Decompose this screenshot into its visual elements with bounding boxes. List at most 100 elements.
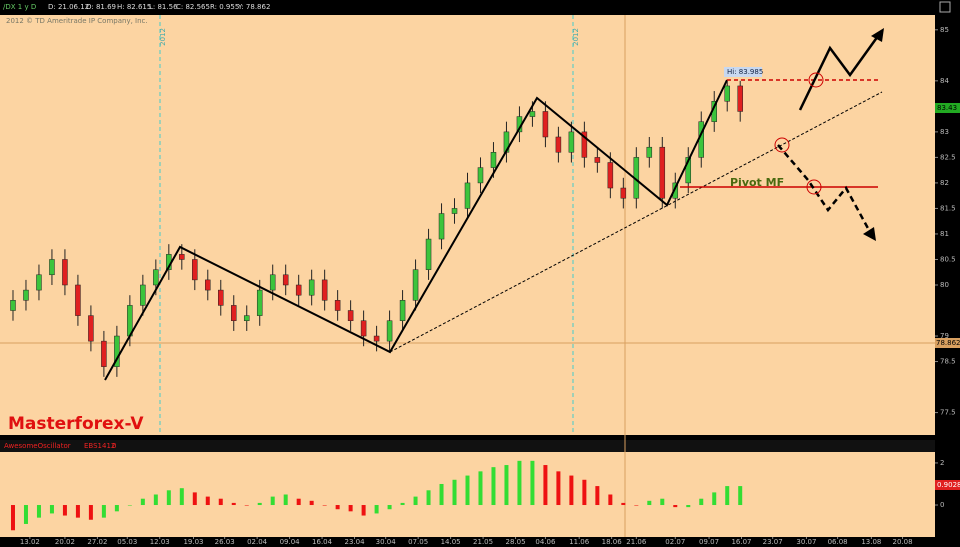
marker (774, 137, 790, 153)
header-item: H: 82.615 (117, 3, 151, 11)
plot: 85 84 83 82.5 82 81.5 81 80.5 80 79 78.5 77.5 13.02 2… (10, 26, 956, 546)
y-tick-label: 85 (940, 26, 949, 34)
oscillator-bar (140, 498, 145, 506)
marker (808, 72, 824, 88)
header-item: Y: 78.862 (237, 3, 270, 11)
candle-body (607, 162, 614, 189)
high-label: Hi: 83.985 (727, 68, 763, 76)
corner-icon[interactable] (939, 1, 951, 13)
candle-body (334, 300, 341, 311)
candle-body (542, 111, 549, 138)
candle-body (685, 157, 692, 184)
up-scenario (798, 35, 880, 111)
oscillator-bar (192, 492, 197, 506)
candle-body (386, 320, 393, 342)
candle-body (321, 279, 328, 301)
header-item: R: 0.955 (210, 3, 239, 11)
oscillator-bar (153, 494, 158, 506)
oscillator-bar (309, 500, 314, 506)
oscillator-bar (621, 502, 626, 506)
candle-body (101, 340, 107, 367)
x-tick-label: 21.05 (473, 538, 493, 546)
candle-body (438, 213, 445, 240)
oscillator-bar (218, 498, 223, 506)
candle-body (464, 182, 471, 209)
candle-body (308, 279, 315, 296)
copyright: 2012 © TD Ameritrade IP Company, Inc. (6, 17, 148, 25)
x-tick-label: 04.06 (535, 538, 556, 546)
y-tick-label: 80.5 (940, 255, 956, 263)
oscillator-bar (244, 505, 249, 506)
oscillator-bar (426, 490, 431, 506)
candle-body (62, 259, 68, 286)
oscillator-bar (725, 486, 730, 506)
y-tick-label: 84 (940, 77, 949, 85)
candle-body (140, 284, 146, 306)
x-tick-label: 09.04 (280, 538, 301, 546)
cursor-price: 78.862 (936, 339, 960, 347)
oscillator-bar (270, 496, 275, 506)
oscillator-bar (88, 505, 93, 520)
y-tick-label: 82.5 (940, 153, 956, 161)
indicator-name: AwesomeOscillator (4, 442, 71, 450)
y-tick-label: 83 (940, 128, 949, 136)
x-tick-label: 14.05 (441, 538, 461, 546)
candle-body (256, 289, 263, 316)
period-label: 2012 (572, 28, 580, 46)
osc-last-box (935, 480, 960, 490)
candle-body (179, 254, 185, 260)
period-label: 2012 (159, 28, 167, 46)
y-tick-label: 82 (940, 179, 949, 187)
candle-body (659, 146, 666, 199)
candle-body (231, 305, 237, 321)
candle-body (10, 300, 16, 311)
oscillator-bar (10, 505, 15, 531)
oscillator-bar (127, 505, 132, 506)
oscillator-bar (686, 505, 691, 508)
candle-body (373, 335, 380, 342)
oscillator-bar (179, 488, 184, 506)
oscillator-bar (634, 505, 639, 506)
candle-body (360, 320, 367, 337)
oscillator-bar (348, 505, 353, 512)
last-price: 83.43 (937, 104, 957, 112)
oscillator-bar (517, 460, 522, 506)
oscillator-bar (296, 498, 301, 506)
x-tick-label: 20.08 (893, 538, 913, 546)
oscillator-bar (387, 505, 392, 510)
oscillator-bar (400, 502, 405, 506)
candle-body (477, 167, 484, 184)
symbol: /DX 1 y D (3, 3, 36, 11)
candle-body (23, 289, 29, 301)
oscillator-bar (49, 505, 54, 514)
candle-body (347, 310, 354, 321)
candle-body (88, 315, 94, 342)
price-panel (0, 15, 935, 435)
y-tick-label: 78.5 (940, 358, 956, 366)
oscillator-bar (114, 505, 119, 512)
x-tick-label: 21.06 (626, 538, 647, 546)
candle-body (490, 152, 497, 168)
x-tick-label: 27.02 (87, 538, 107, 546)
brand: Masterforex-V (8, 414, 144, 434)
oscillator-bar (569, 475, 574, 506)
header-item: C: 82.565 (176, 3, 210, 11)
x-tick-label: 16.04 (312, 538, 333, 546)
x-tick-label: 02.07 (665, 538, 685, 546)
oscillator-bar (491, 467, 496, 506)
candle-body (153, 269, 159, 286)
oscillator-bar (413, 496, 418, 506)
x-tick-label: 16.07 (731, 538, 751, 546)
trend-line (389, 91, 883, 353)
oscillator-header (0, 440, 935, 452)
oscillator-bar (452, 479, 457, 506)
candle-body (529, 111, 536, 117)
marker (806, 179, 822, 195)
oscillator-bar (257, 502, 262, 506)
candle-body (36, 274, 42, 291)
x-tick-label: 12.03 (150, 538, 170, 546)
oscillator-bar (322, 505, 327, 506)
x-tick-label: 06.08 (828, 538, 848, 546)
